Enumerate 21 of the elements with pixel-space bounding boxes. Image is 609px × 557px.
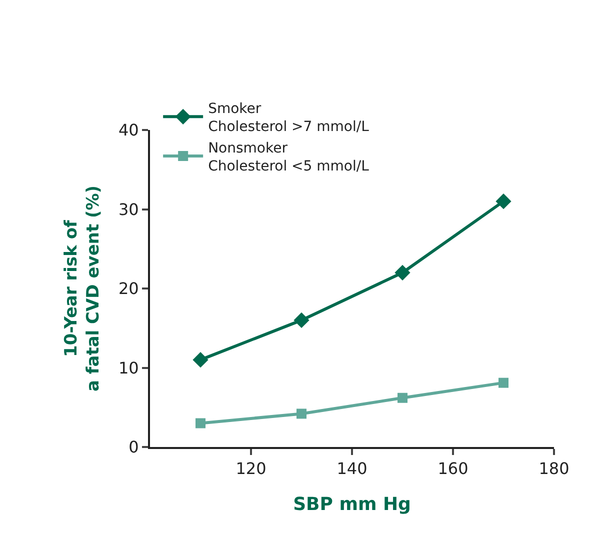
point <box>192 352 208 368</box>
point <box>294 312 310 328</box>
y-axis-title: 10-Year risk of a fatal CVD event (%) <box>61 185 104 392</box>
legend-label: Nonsmoker Cholesterol <5 mmol/L <box>208 140 370 175</box>
point <box>196 418 206 428</box>
y-tick-label: 10 <box>118 358 139 378</box>
x-tick-label: 120 <box>236 459 266 478</box>
x-axis-title: SBP mm Hg <box>293 494 411 515</box>
point <box>296 408 306 419</box>
point <box>394 264 410 280</box>
legend-label: Smoker Cholesterol >7 mmol/L <box>208 101 370 136</box>
point <box>498 378 508 388</box>
x-tick-label: 160 <box>438 459 468 478</box>
y-tick-label: 20 <box>118 279 139 298</box>
y-tick-label: 30 <box>118 200 139 219</box>
x-tick-label: 180 <box>538 459 570 478</box>
point <box>398 392 408 403</box>
point <box>496 194 512 210</box>
y-tick-label: 40 <box>118 120 139 140</box>
x-tick-label: 140 <box>336 459 368 478</box>
y-tick-label: 0 <box>128 438 139 457</box>
